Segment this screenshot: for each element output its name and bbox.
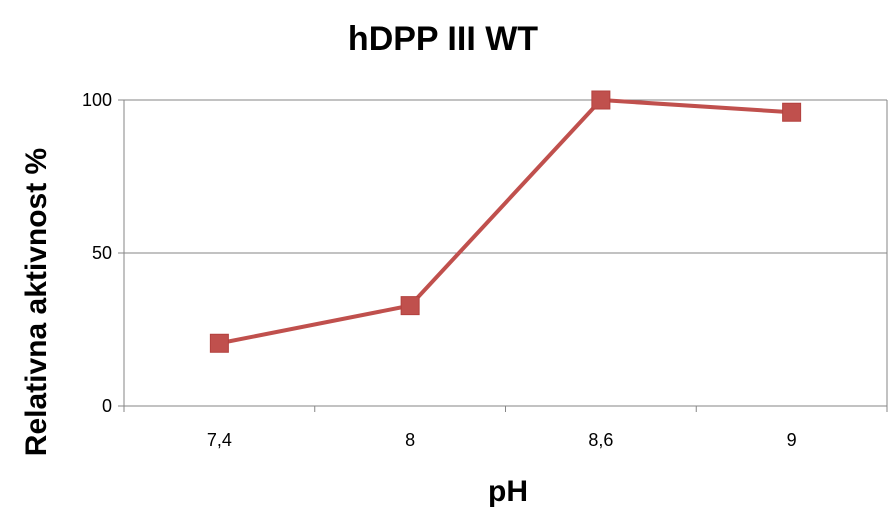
y-axis-ticks: 0 50 100: [82, 90, 124, 416]
y-tick-label: 50: [92, 243, 112, 263]
x-tick-label: 7,4: [207, 430, 232, 450]
series-line: [218, 98, 792, 346]
x-tick-label: 8: [405, 430, 415, 450]
x-axis-title: pH: [488, 475, 528, 508]
data-point-marker: [400, 296, 420, 316]
gridlines: [124, 99, 888, 406]
y-tick-label: 100: [82, 90, 112, 110]
data-point-marker: [591, 90, 611, 110]
x-axis-ticks: 7,4 8 8,6 9: [123, 406, 888, 450]
y-tick-label: 0: [102, 396, 112, 416]
chart-title: hDPP III WT: [348, 20, 538, 58]
x-tick-label: 8,6: [588, 430, 613, 450]
data-point-marker: [782, 102, 802, 122]
data-point-marker: [209, 333, 229, 353]
y-axis-title: Relativna aktivnost %: [20, 148, 53, 456]
x-tick-label: 9: [787, 430, 797, 450]
data-series: [209, 90, 802, 353]
